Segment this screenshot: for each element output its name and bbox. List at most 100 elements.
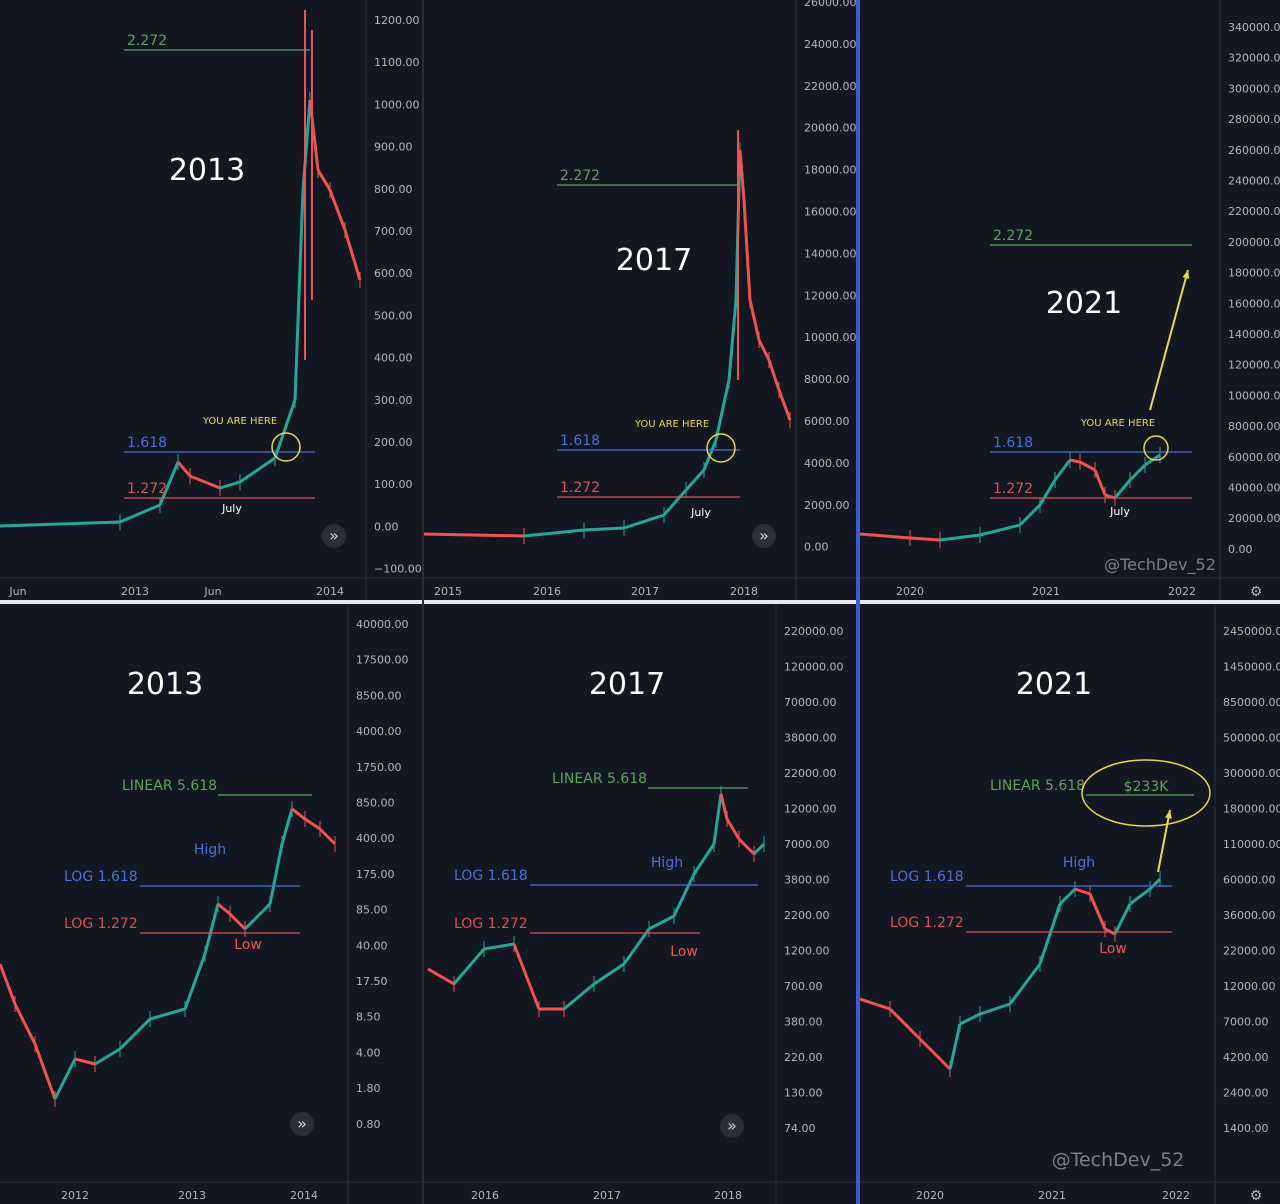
y-tick-label: 40000.00 bbox=[356, 618, 409, 631]
price-segment bbox=[888, 1007, 922, 1041]
fib-level-label: 2.272 bbox=[993, 228, 1033, 244]
price-segment bbox=[714, 379, 731, 441]
fib-level-label: 1.272 bbox=[127, 481, 167, 497]
y-tick-label: 2450000.00 bbox=[1223, 625, 1280, 638]
price-segment bbox=[239, 456, 276, 484]
y-tick-label: 200.00 bbox=[374, 436, 413, 449]
y-tick-label: 20000.00 bbox=[804, 122, 856, 135]
y-tick-label: 4.00 bbox=[356, 1046, 381, 1059]
price-segment bbox=[712, 793, 723, 845]
low-label: Low bbox=[1099, 941, 1127, 957]
y-tick-label: 500000.00 bbox=[1223, 732, 1280, 745]
y-tick-label: 85.00 bbox=[356, 904, 388, 917]
x-tick-label: 2012 bbox=[61, 1189, 89, 1202]
y-tick-label: 6000.00 bbox=[804, 415, 850, 428]
gear-icon: ⚙ bbox=[1250, 584, 1263, 600]
scroll-right-button[interactable]: » bbox=[322, 524, 346, 548]
price-segment bbox=[1079, 460, 1096, 472]
y-tick-label: 1.80 bbox=[356, 1082, 381, 1095]
price-segment bbox=[316, 169, 332, 191]
x-tick-label: 2016 bbox=[533, 585, 561, 598]
y-tick-label: 12000.00 bbox=[1223, 980, 1276, 993]
y-tick-label: −100.00 bbox=[374, 563, 422, 576]
y-tick-label: 700.00 bbox=[374, 225, 413, 238]
price-segment bbox=[777, 389, 792, 421]
fib-level-label: LOG 1.272 bbox=[64, 916, 138, 932]
y-tick-label: 2000.00 bbox=[804, 499, 850, 512]
y-tick-label: 4000.00 bbox=[804, 457, 850, 470]
fib-level-label: 1.618 bbox=[993, 435, 1033, 451]
scroll-right-button[interactable]: » bbox=[752, 524, 776, 548]
y-tick-label: 600.00 bbox=[374, 267, 413, 280]
highlight-circle bbox=[271, 432, 301, 462]
y-tick-label: 36000.00 bbox=[1223, 909, 1276, 922]
y-tick-label: 8500.00 bbox=[356, 689, 402, 702]
scroll-right-button-bg bbox=[322, 524, 346, 548]
price-segment bbox=[622, 928, 651, 965]
price-segment bbox=[1088, 893, 1107, 930]
y-tick-label: 80000.00 bbox=[1228, 420, 1280, 433]
price-segment bbox=[1038, 479, 1057, 506]
july-label: July bbox=[221, 502, 242, 515]
horizontal-divider bbox=[0, 600, 1280, 604]
fib-level-label: LINEAR 5.618 bbox=[122, 778, 217, 794]
fib-level-label: LOG 1.618 bbox=[454, 868, 528, 884]
year-label: 2021 bbox=[1016, 667, 1092, 702]
price-segment bbox=[13, 1003, 37, 1045]
year-label: 2017 bbox=[589, 667, 665, 702]
y-tick-label: 0.00 bbox=[1228, 543, 1253, 556]
y-tick-label: 1200.00 bbox=[784, 945, 830, 958]
year-label: 2021 bbox=[1046, 286, 1122, 321]
price-segment bbox=[719, 793, 729, 820]
highlight-circle bbox=[706, 433, 736, 463]
vertical-divider-left bbox=[422, 0, 424, 1204]
scroll-right-button[interactable]: » bbox=[720, 1114, 744, 1138]
y-tick-label: 0.00 bbox=[374, 520, 399, 533]
y-tick-label: 850000.00 bbox=[1223, 696, 1280, 709]
y-tick-label: 40.00 bbox=[356, 939, 388, 952]
y-tick-label: 60000.00 bbox=[1223, 874, 1276, 887]
y-tick-label: 12000.00 bbox=[784, 803, 837, 816]
price-segment bbox=[1113, 903, 1132, 935]
x-tick-label: 2016 bbox=[471, 1189, 499, 1202]
y-tick-label: 1200.00 bbox=[374, 14, 420, 27]
chart-panel-top-2013: 1200.00 1100.00 1000.00 900.00 800.00 700.00 6… bbox=[0, 0, 422, 600]
price-segment bbox=[149, 1007, 186, 1021]
price-segment bbox=[959, 1012, 981, 1026]
price-segment bbox=[94, 1047, 121, 1066]
price-segment bbox=[318, 827, 337, 846]
price-segment bbox=[0, 520, 121, 528]
fib-level-label: LOG 1.618 bbox=[890, 869, 964, 885]
price-segment bbox=[1074, 887, 1091, 896]
price-segment bbox=[748, 299, 761, 341]
chart-svg-bottom-2013: 40000.00 17500.00 8500.00 4000.00 1750.00 850… bbox=[0, 604, 422, 1204]
y-tick-label: 7000.00 bbox=[1223, 1016, 1269, 1029]
scroll-right-button[interactable]: » bbox=[290, 1112, 314, 1136]
price-segment bbox=[767, 359, 781, 391]
y-tick-label: 900.00 bbox=[374, 141, 413, 154]
price-segment bbox=[948, 1023, 962, 1070]
y-tick-label: 60000.00 bbox=[1228, 451, 1280, 464]
y-tick-label: 320000.00 bbox=[1228, 52, 1280, 65]
y-tick-label: 3800.00 bbox=[784, 874, 830, 887]
x-tick-label: 2014 bbox=[316, 585, 344, 598]
x-tick-label: 2018 bbox=[730, 585, 758, 598]
chart-svg-bottom-2017: 220000.00 120000.00 70000.00 38000.00 22000.… bbox=[424, 604, 856, 1204]
y-tick-label: 26000.00 bbox=[804, 0, 856, 9]
price-segment bbox=[1008, 963, 1042, 1005]
y-tick-label: 7000.00 bbox=[784, 838, 830, 851]
y-tick-label: 22000.00 bbox=[784, 767, 837, 780]
y-tick-label: 74.00 bbox=[784, 1122, 816, 1135]
y-tick-label: 400.00 bbox=[356, 832, 395, 845]
price-segment bbox=[1038, 903, 1062, 965]
price-segment bbox=[939, 533, 981, 542]
y-tick-label: 300000.00 bbox=[1223, 767, 1280, 780]
price-segment bbox=[563, 982, 595, 1011]
price-segment bbox=[427, 967, 455, 986]
chart-svg-top-2021: 340000.00 320000.00 300000.00 280000.00 2600… bbox=[860, 0, 1280, 600]
price-segment bbox=[273, 399, 297, 459]
x-tick-label: 2015 bbox=[434, 585, 462, 598]
year-label: 2013 bbox=[169, 153, 245, 188]
double-chevron-right-icon: » bbox=[727, 1116, 737, 1135]
chart-svg-top-2013: 1200.00 1100.00 1000.00 900.00 800.00 700.00 6… bbox=[0, 0, 422, 600]
